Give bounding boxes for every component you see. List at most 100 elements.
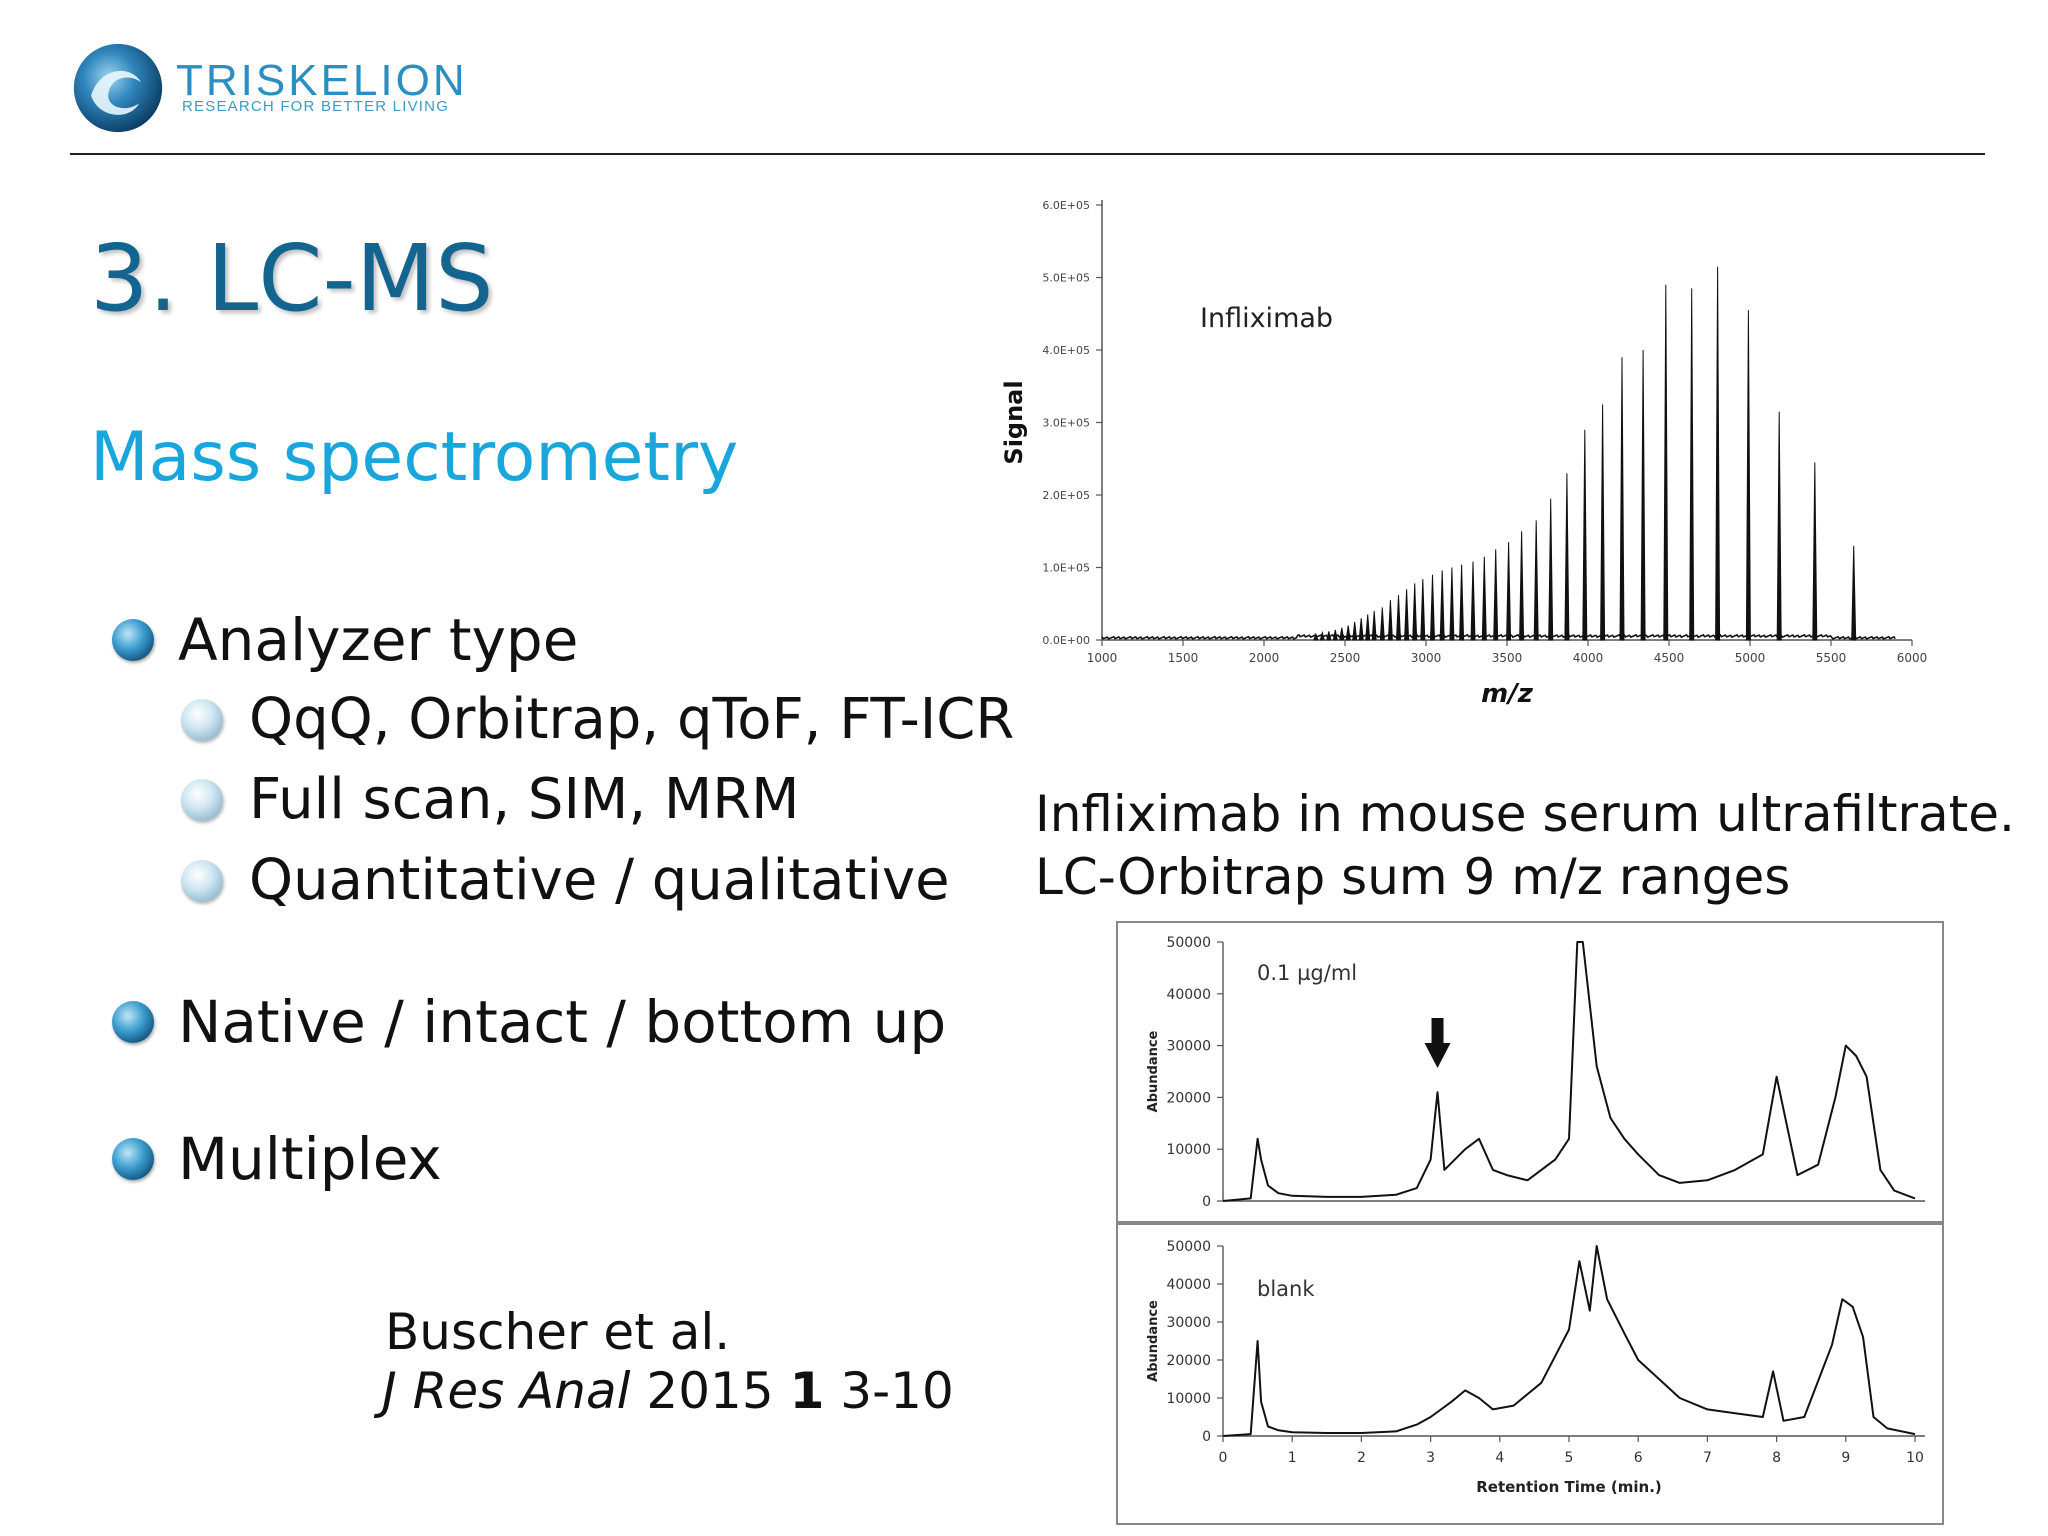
y-tick-label: 4.0E+05 xyxy=(1042,344,1090,357)
spectrum-peak xyxy=(1619,357,1625,641)
spectrum-peak xyxy=(1345,625,1351,641)
spectrum-peak xyxy=(1533,520,1539,641)
light-sphere-bullet-icon xyxy=(181,778,223,821)
x-tick-label: 3 xyxy=(1426,1450,1435,1466)
spectrum-peak xyxy=(1506,542,1512,641)
x-tick-label: 5000 xyxy=(1735,651,1766,665)
reference-citation: J Res Anal 2015 1 3-10 xyxy=(382,1362,954,1420)
y-axis-label: Abundance xyxy=(1146,1300,1161,1382)
sub-bullet-item: Full scan, SIM, MRM xyxy=(181,767,799,832)
panel-annotation: 0.1 µg/ml xyxy=(1257,961,1357,985)
x-tick-label: 7 xyxy=(1703,1450,1712,1466)
mass-spectrum-chart: 0.0E+00 1.0E+05 2.0E+05 3.0E+05 4.0E+05 5.0E+… xyxy=(1000,199,1928,709)
spectrum-peak xyxy=(1429,574,1436,641)
spectrum-peak xyxy=(1379,607,1385,641)
x-tick-label: 6000 xyxy=(1897,651,1928,665)
triskelion-logo-icon xyxy=(73,43,163,133)
spectrum-peak xyxy=(1715,266,1721,641)
reference-authors: Buscher et al. xyxy=(385,1303,731,1361)
spectrum-peak xyxy=(1519,531,1525,641)
y-tick-label: 30000 xyxy=(1166,1315,1211,1331)
figure-caption-line2: LC-Orbitrap sum 9 m/z ranges xyxy=(1035,848,1791,906)
light-sphere-bullet-icon xyxy=(181,859,223,902)
x-axis-label: Retention Time (min.) xyxy=(1476,1478,1662,1496)
spectrum-peak xyxy=(1812,462,1818,641)
spectrum-peak xyxy=(1851,545,1857,641)
spectrum-peak xyxy=(1481,556,1487,641)
spectrum-baseline xyxy=(1101,633,1896,640)
y-tick-label: 1.0E+05 xyxy=(1042,562,1090,575)
x-tick-label: 6 xyxy=(1634,1450,1643,1466)
x-tick-label: 2 xyxy=(1357,1450,1366,1466)
x-tick-label: 9 xyxy=(1841,1450,1850,1466)
slide-title: 3. LC-MS xyxy=(90,225,494,332)
spectrum-peak xyxy=(1582,429,1588,641)
y-tick-label: 0 xyxy=(1202,1429,1211,1445)
x-tick-label: 2500 xyxy=(1330,651,1361,665)
spectrum-peak xyxy=(1745,310,1751,641)
spectrum-peak xyxy=(1459,564,1465,641)
y-tick-label: 6.0E+05 xyxy=(1042,199,1090,212)
panel-annotation: blank xyxy=(1257,1277,1315,1301)
bullet-text: Native / intact / bottom up xyxy=(178,988,947,1056)
y-tick-label: 20000 xyxy=(1166,1090,1211,1106)
spectrum-peak xyxy=(1600,404,1606,641)
blue-sphere-bullet-icon xyxy=(112,1001,154,1043)
spectrum-peak xyxy=(1439,570,1445,641)
bullet-text: Analyzer type xyxy=(178,606,579,674)
spectrum-peak xyxy=(1776,411,1782,641)
chart-annotation: Infliximab xyxy=(1200,303,1333,334)
down-arrow-icon xyxy=(1424,1018,1451,1068)
y-tick-label: 40000 xyxy=(1166,1277,1211,1293)
bullet-text: Multiplex xyxy=(178,1125,442,1193)
x-tick-label: 0 xyxy=(1219,1450,1228,1466)
reference-year: 2015 xyxy=(646,1362,774,1420)
sub-bullet-item: QqQ, Orbitrap, qToF, FT-ICR xyxy=(181,687,1014,752)
x-tick-label: 5500 xyxy=(1816,651,1847,665)
x-tick-label: 1000 xyxy=(1087,651,1118,665)
x-tick-label: 1500 xyxy=(1168,651,1199,665)
spectrum-peak xyxy=(1449,567,1455,641)
chromatogram-trace xyxy=(1222,1245,1916,1437)
y-tick-label: 5.0E+05 xyxy=(1042,272,1090,285)
spectrum-peak xyxy=(1420,579,1426,641)
spectrum-peak xyxy=(1358,618,1364,641)
y-tick-label: 30000 xyxy=(1166,1039,1211,1055)
y-axis-label: Abundance xyxy=(1146,1030,1161,1112)
panel-frame xyxy=(1116,921,1944,1223)
reference-journal: J Res Anal xyxy=(382,1362,631,1420)
y-tick-label: 3.0E+05 xyxy=(1042,417,1090,430)
x-tick-label: 5 xyxy=(1565,1450,1574,1466)
x-tick-label: 1 xyxy=(1288,1450,1297,1466)
bullet-text: Full scan, SIM, MRM xyxy=(249,767,800,832)
reference-pages: 3-10 xyxy=(840,1362,954,1420)
y-tick-label: 50000 xyxy=(1166,935,1211,951)
bullet-item: Native / intact / bottom up xyxy=(112,988,946,1056)
x-tick-label: 3500 xyxy=(1492,651,1523,665)
y-tick-label: 40000 xyxy=(1166,987,1211,1003)
light-sphere-bullet-icon xyxy=(181,698,223,741)
spectrum-peak xyxy=(1332,629,1338,641)
panel-frame xyxy=(1116,1223,1944,1525)
brand-name: TRISKELION xyxy=(176,56,468,105)
bullet-item: Multiplex xyxy=(112,1125,442,1193)
spectrum-peak xyxy=(1313,632,1319,641)
header-divider xyxy=(70,153,1985,155)
spectrum-peak xyxy=(1339,627,1345,641)
y-axis-label: Signal xyxy=(1000,380,1028,464)
bullet-item: Analyzer type xyxy=(112,606,578,674)
chromatogram-trace xyxy=(1222,941,1916,1202)
spectrum-peak xyxy=(1663,284,1669,641)
spectrum-peak xyxy=(1564,473,1570,641)
spectrum-peak xyxy=(1404,589,1410,641)
spectrum-peak xyxy=(1689,288,1695,641)
sub-bullet-item: Quantitative / qualitative xyxy=(181,848,950,913)
brand-tagline: RESEARCH FOR BETTER LIVING xyxy=(182,98,450,115)
y-tick-label: 0 xyxy=(1202,1194,1211,1210)
bullet-text: Quantitative / qualitative xyxy=(249,848,950,913)
spectrum-peak xyxy=(1387,600,1393,641)
y-tick-label: 2.0E+05 xyxy=(1042,489,1090,502)
figure-caption-line1: Infliximab in mouse serum ultrafiltrate. xyxy=(1035,785,2015,843)
y-tick-label: 50000 xyxy=(1166,1239,1211,1255)
x-tick-label: 2000 xyxy=(1249,651,1280,665)
